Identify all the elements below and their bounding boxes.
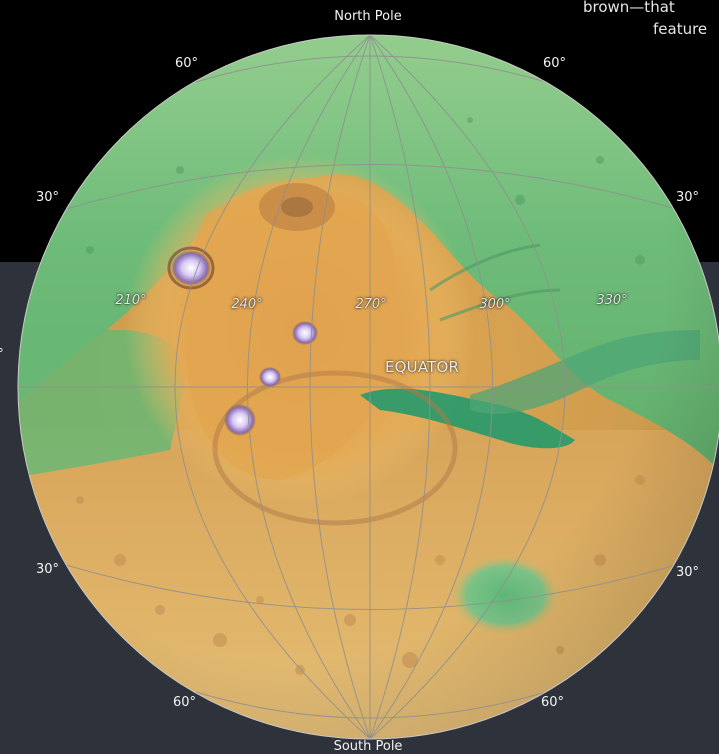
lat-60-sw-label: 60° — [173, 695, 197, 710]
lon-210-label: 210° — [115, 293, 147, 308]
lat-0-w-label: 0° — [0, 347, 4, 362]
lat-30-nw-label: 30° — [36, 190, 60, 205]
cut-off-text-line1: brown—that — [583, 0, 675, 16]
lat-60-nw-label: 60° — [175, 56, 199, 71]
lon-270-label: 270° — [355, 297, 387, 312]
lon-300-label: 300° — [479, 297, 511, 312]
equator-label: EQUATOR — [385, 358, 460, 376]
lat-30-sw-label: 30° — [36, 562, 60, 577]
north-pole-label: North Pole — [334, 9, 402, 24]
cut-off-text-line2: feature — [653, 20, 708, 38]
lon-240-label: 240° — [231, 297, 263, 312]
south-pole-label: South Pole — [333, 739, 403, 754]
lat-30-se-label: 30° — [676, 565, 700, 580]
lat-60-ne-label: 60° — [543, 56, 567, 71]
lat-30-ne-label: 30° — [676, 190, 700, 205]
graticule-grid — [18, 35, 719, 739]
lon-330-label: 330° — [596, 293, 628, 308]
cut-off-text: brown—that feature — [583, 0, 719, 40]
lat-60-se-label: 60° — [541, 695, 565, 710]
